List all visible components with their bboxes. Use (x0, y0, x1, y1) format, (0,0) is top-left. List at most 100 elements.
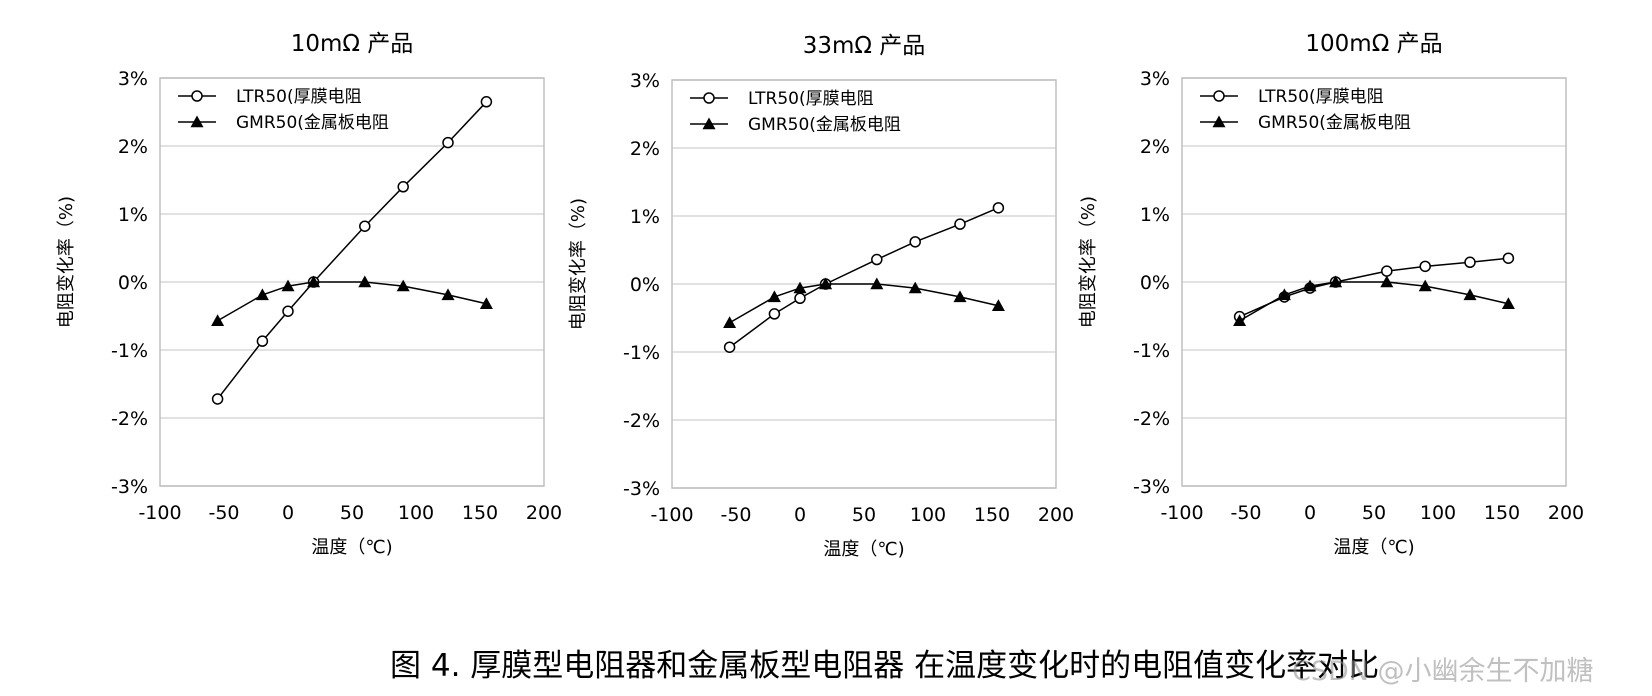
y-tick-label: 3% (1140, 68, 1170, 90)
x-tick-label: 150 (1484, 502, 1520, 524)
legend-marker (703, 92, 715, 104)
y-tick-label: 1% (630, 206, 660, 228)
x-tick-label: 100 (1420, 502, 1456, 524)
legend-label: LTR50(厚膜电阻 (1258, 87, 1384, 107)
x-tick-label: 200 (1548, 502, 1584, 524)
data-point (442, 136, 454, 149)
data-point (819, 277, 833, 290)
y-tick-label: -2% (1133, 408, 1170, 430)
x-tick-label: 50 (852, 504, 876, 526)
y-axis-label: 电阻变化率（%) (568, 198, 589, 330)
x-tick-label: 200 (526, 502, 562, 524)
x-axis-label: 温度（℃) (311, 537, 392, 558)
y-tick-label: -1% (1133, 340, 1170, 362)
x-tick-label: 150 (462, 502, 498, 524)
x-tick-label: 50 (1362, 502, 1386, 524)
legend-label: GMR50(金属板电阻 (1258, 113, 1411, 133)
charts-area: 3% 2% 1% 0% -1% -2% -3% -100 -50 0 50 100 150 200 10mΩ… (56, 31, 1584, 560)
plot-frame (1181, 77, 1567, 487)
x-tick-label: -100 (650, 504, 693, 526)
data-point (479, 297, 493, 309)
data-point (794, 292, 806, 305)
figure-caption: 图 4. 厚膜型电阻器和金属板型电阻器 在温度变化时的电阻值变化率对比 (390, 648, 1380, 684)
y-tick-label: -1% (111, 340, 148, 362)
x-tick-label: 100 (910, 504, 946, 526)
y-tick-label: 0% (1140, 272, 1170, 294)
data-point (908, 281, 922, 294)
x-tick-label: -50 (720, 504, 751, 526)
legend-label: GMR50(金属板电阻 (748, 115, 901, 135)
y-tick-label: 2% (118, 136, 148, 158)
data-point (358, 275, 372, 288)
data-point (1419, 260, 1431, 273)
data-point (1277, 288, 1291, 301)
data-point (1501, 297, 1515, 309)
data-point (992, 202, 1005, 214)
x-tick-label: 100 (398, 502, 434, 524)
data-point (480, 96, 493, 108)
legend-marker (191, 90, 203, 102)
series-line-2 (729, 283, 999, 324)
data-point (1381, 265, 1393, 277)
legend-label: GMR50(金属板电阻 (236, 113, 389, 133)
legend-marker (1212, 115, 1226, 128)
plot-frame (159, 77, 545, 487)
chart-title: 10mΩ 产品 (291, 31, 414, 57)
data-point (307, 275, 321, 288)
x-tick-label: 0 (282, 502, 294, 524)
x-tick-label: 50 (340, 502, 364, 524)
data-point (282, 305, 294, 317)
data-point (1464, 256, 1476, 269)
legend-label: LTR50(厚膜电阻 (236, 87, 362, 107)
y-axis-label: 电阻变化率（%) (56, 196, 77, 328)
data-point (441, 288, 455, 301)
data-point (211, 314, 225, 326)
data-point (281, 279, 295, 292)
y-axis-label: 电阻变化率（%) (1078, 196, 1099, 328)
x-tick-label: 150 (974, 504, 1010, 526)
chart-3: 3% 2% 1% 0% -1% -2% -3% -100 -50 0 50 100 150 200 100m… (1078, 31, 1584, 558)
y-tick-label: 1% (118, 204, 148, 226)
data-point (1329, 275, 1343, 288)
y-tick-label: -2% (623, 410, 660, 432)
watermark: CSDN @小幽余生不加糖 (1292, 656, 1594, 687)
data-point (871, 253, 883, 266)
chart-title: 100mΩ 产品 (1305, 31, 1442, 57)
legend-label: LTR50(厚膜电阻 (748, 89, 874, 109)
y-tick-label: -3% (623, 478, 660, 500)
y-tick-label: 1% (1140, 204, 1170, 226)
data-point (256, 335, 269, 347)
x-axis-label: 温度（℃) (1333, 537, 1414, 558)
y-tick-label: 3% (630, 70, 660, 92)
data-point (255, 288, 269, 301)
x-tick-label: -100 (1160, 502, 1203, 524)
y-tick-label: 0% (118, 272, 148, 294)
data-point (1418, 279, 1432, 292)
x-tick-label: 0 (794, 504, 806, 526)
y-tick-label: -2% (111, 408, 148, 430)
series-line-1 (217, 101, 487, 400)
y-tick-label: 0% (630, 274, 660, 296)
x-tick-label: -100 (138, 502, 181, 524)
plot-frame (671, 79, 1057, 489)
y-tick-label: -3% (1133, 476, 1170, 498)
data-point (991, 299, 1005, 311)
data-point (1502, 252, 1515, 264)
data-point (793, 281, 807, 294)
y-tick-label: 3% (118, 68, 148, 90)
data-point (211, 393, 224, 405)
data-point (954, 218, 966, 230)
data-point (909, 236, 921, 248)
y-tick-label: 2% (630, 138, 660, 160)
data-point (359, 220, 371, 232)
x-tick-label: -50 (208, 502, 239, 524)
x-tick-label: 200 (1038, 504, 1074, 526)
data-point (1233, 314, 1247, 326)
series-line-2 (1239, 281, 1509, 322)
data-point (767, 290, 781, 303)
legend-marker (1213, 90, 1225, 102)
y-tick-label: -3% (111, 476, 148, 498)
x-axis-label: 温度（℃) (823, 539, 904, 560)
data-point (953, 290, 967, 303)
chart-2: 3% 2% 1% 0% -1% -2% -3% -100 -50 0 50 100 150 200 33mΩ… (568, 33, 1074, 560)
